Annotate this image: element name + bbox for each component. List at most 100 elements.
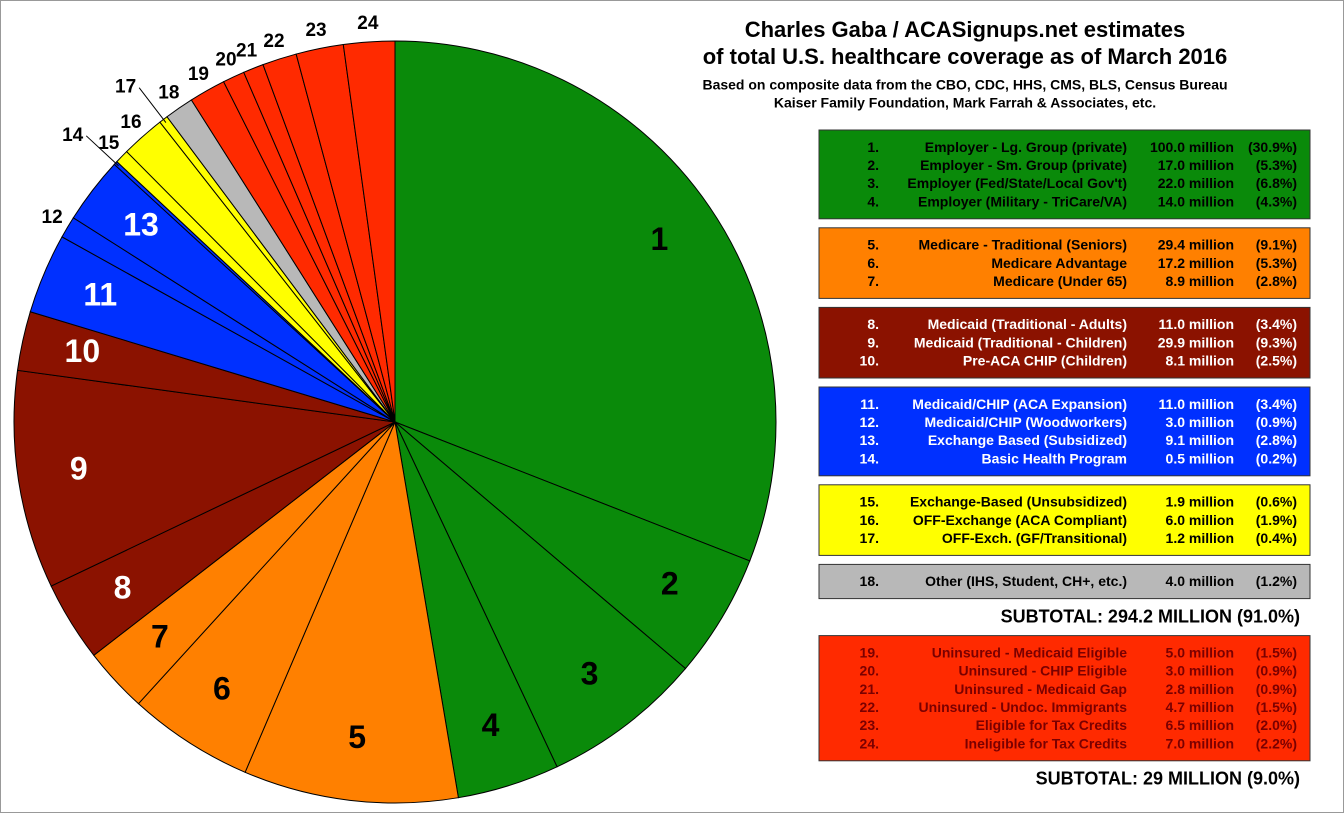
legend-number: 9. [867, 334, 879, 350]
legend-value: 7.0 million [1166, 735, 1234, 751]
legend-number: 14. [860, 450, 879, 466]
legend-value: 4.0 million [1166, 573, 1234, 589]
legend-number: 17. [860, 530, 879, 546]
legend-label: Medicare (Under 65) [993, 273, 1127, 289]
legend-label: Ineligible for Tax Credits [965, 735, 1128, 751]
legend-label: Pre-ACA CHIP (Children) [963, 353, 1127, 369]
pie-slice [394, 40, 777, 562]
legend-number: 2. [867, 157, 879, 173]
legend-percent: (9.3%) [1256, 334, 1297, 350]
legend-number: 11. [860, 396, 879, 412]
legend-number: 23. [860, 717, 879, 733]
legend-label: Eligible for Tax Credits [976, 717, 1128, 733]
legend-percent: (2.8%) [1256, 273, 1297, 289]
legend-value: 29.4 million [1158, 237, 1234, 253]
legend-label: Uninsured - Undoc. Immigrants [919, 699, 1128, 715]
legend-value: 2.8 million [1166, 681, 1234, 697]
legend-value: 3.0 million [1166, 663, 1234, 679]
legend-box [818, 129, 1311, 220]
subtotal: SUBTOTAL: 294.2 MILLION (91.0%) [1001, 606, 1300, 626]
legend-label: Employer - Sm. Group (private) [920, 157, 1127, 173]
legend-number: 7. [867, 273, 879, 289]
legend-value: 11.0 million [1159, 316, 1234, 332]
slice-label: 23 [305, 20, 326, 41]
legend-value: 5.0 million [1166, 644, 1234, 660]
legend-percent: (2.2%) [1256, 735, 1297, 751]
legend-box [818, 484, 1311, 556]
legend-number: 4. [867, 193, 879, 209]
legend-number: 15. [860, 494, 879, 510]
legend-label: Employer (Military - TriCare/VA) [918, 193, 1127, 209]
legend-number: 22. [860, 699, 879, 715]
legend-number: 8. [867, 316, 879, 332]
legend-value: 9.1 million [1166, 432, 1234, 448]
pie-slice [394, 421, 687, 768]
pie-slice [342, 40, 396, 423]
legend-label: Exchange Based (Subsidized) [928, 432, 1127, 448]
slice-label: 18 [158, 82, 179, 103]
leader-line [138, 87, 167, 123]
legend-number: 24. [860, 735, 879, 751]
slice-label: 6 [213, 671, 231, 707]
legend-label: Medicare - Traditional (Seniors) [919, 237, 1128, 253]
slice-label: 21 [236, 41, 258, 62]
legend-box [818, 635, 1311, 762]
legend-number: 19. [860, 644, 879, 660]
legend-label: Uninsured - Medicaid Gap [954, 681, 1127, 697]
legend-percent: (1.5%) [1256, 644, 1297, 660]
slice-label: 10 [65, 333, 101, 369]
pie-slice [244, 420, 459, 804]
legend-value: 17.2 million [1158, 255, 1234, 271]
legend-percent: (0.9%) [1256, 663, 1297, 679]
legend-percent: (0.2%) [1256, 450, 1297, 466]
subtitle: Kaiser Family Foundation, Mark Farrah & … [774, 95, 1156, 111]
legend-number: 20. [860, 663, 879, 679]
chart-title: of total U.S. healthcare coverage as of … [703, 44, 1228, 69]
slice-label: 19 [188, 64, 209, 85]
legend-number: 12. [860, 414, 879, 430]
slice-label: 16 [120, 112, 141, 133]
legend-number: 18. [860, 573, 879, 589]
legend-percent: (4.3%) [1256, 193, 1297, 209]
legend-percent: (0.9%) [1256, 681, 1297, 697]
legend-value: 6.0 million [1166, 512, 1234, 528]
legend-label: Employer - Lg. Group (private) [925, 139, 1127, 155]
legend-label: Employer (Fed/State/Local Gov't) [907, 175, 1127, 191]
legend-value: 14.0 million [1158, 193, 1234, 209]
legend-value: 6.5 million [1166, 717, 1234, 733]
slice-label: 20 [215, 50, 236, 71]
legend-value: 1.2 million [1166, 530, 1234, 546]
slice-label: 9 [70, 451, 88, 487]
legend-label: Medicaid/CHIP (ACA Expansion) [912, 396, 1127, 412]
legend-percent: (1.5%) [1256, 699, 1297, 715]
legend-percent: (9.1%) [1256, 237, 1297, 253]
legend-label: Medicare Advantage [991, 255, 1127, 271]
slice-label: 12 [42, 207, 63, 228]
legend-box [818, 563, 1311, 600]
slice-label: 22 [263, 31, 284, 52]
legend-percent: (2.5%) [1256, 353, 1297, 369]
slice-label: 5 [348, 719, 366, 755]
legend-percent: (0.6%) [1256, 494, 1297, 510]
slice-label: 3 [581, 656, 599, 692]
legend-percent: (3.4%) [1256, 316, 1297, 332]
legend-label: Uninsured - Medicaid Eligible [932, 644, 1127, 660]
slice-label: 24 [357, 13, 379, 34]
subtotal: SUBTOTAL: 29 MILLION (9.0%) [1036, 769, 1300, 789]
legend-label: Medicaid (Traditional - Adults) [928, 316, 1127, 332]
legend-label: Other (IHS, Student, CH+, etc.) [925, 573, 1127, 589]
legend-label: Medicaid (Traditional - Children) [914, 334, 1127, 350]
leader-line [85, 135, 119, 167]
legend-value: 0.5 million [1166, 450, 1234, 466]
legend-box [818, 227, 1311, 299]
legend-label: Medicaid/CHIP (Woodworkers) [924, 414, 1127, 430]
legend-value: 11.0 million [1159, 396, 1234, 412]
slice-label: 8 [114, 569, 132, 605]
legend-label: OFF-Exchange (ACA Compliant) [913, 512, 1127, 528]
pie-slice [13, 369, 397, 587]
legend-percent: (6.8%) [1256, 175, 1297, 191]
slice-label: 1 [650, 221, 668, 257]
legend-value: 8.9 million [1166, 273, 1234, 289]
slice-label: 7 [151, 619, 169, 655]
